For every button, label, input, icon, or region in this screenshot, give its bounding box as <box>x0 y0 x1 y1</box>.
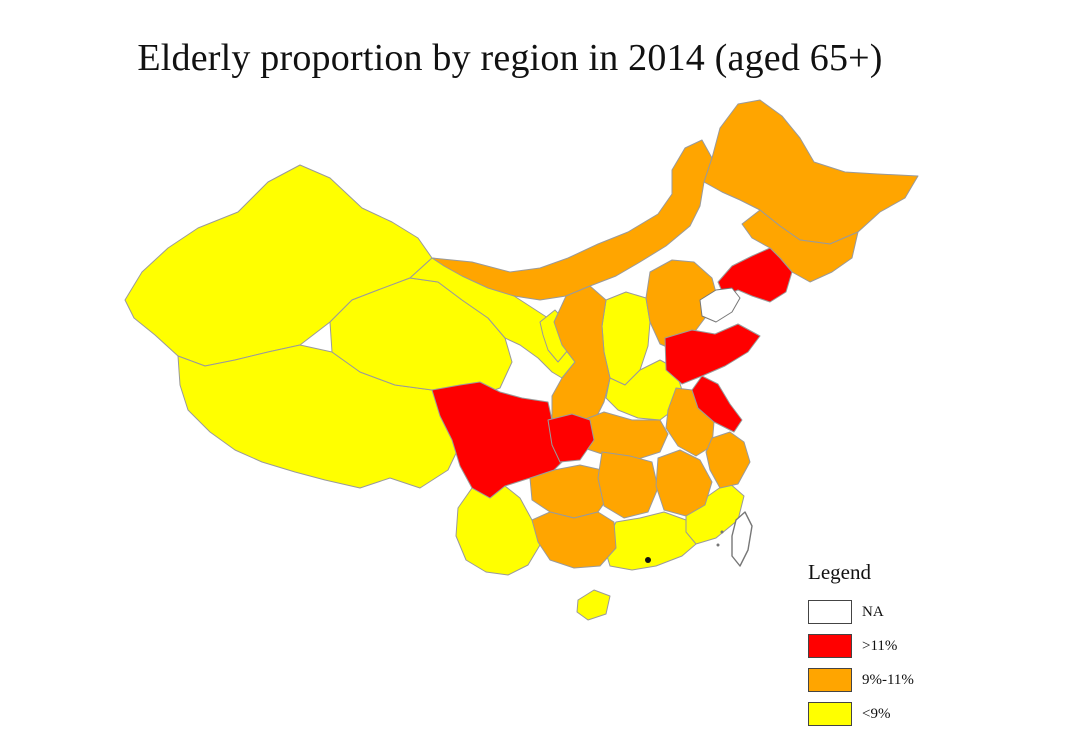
region-zhejiang <box>705 431 751 489</box>
legend-item-mid: 9%-11% <box>808 665 968 695</box>
region-guangxi <box>531 511 617 569</box>
island-mark <box>645 557 651 563</box>
island-mark <box>716 543 720 547</box>
region-hebei <box>645 259 719 351</box>
legend-swatch-na <box>808 600 852 624</box>
legend-swatch-high <box>808 634 852 658</box>
region-hunan <box>597 451 659 519</box>
region-liaoning <box>717 247 793 303</box>
legend-swatch-low <box>808 702 852 726</box>
legend-title: Legend <box>808 560 871 584</box>
legend-swatch-mid <box>808 668 852 692</box>
map-title: Elderly proportion by region in 2014 (ag… <box>137 37 883 79</box>
region-taiwan <box>731 511 753 567</box>
region-heilongjiang <box>703 99 919 245</box>
region-jilin <box>741 209 859 283</box>
region-guangdong <box>603 511 697 571</box>
region-hubei <box>577 411 669 461</box>
bohai-sea <box>699 287 741 323</box>
island-mark <box>720 530 724 534</box>
legend-item-low: <9% <box>808 699 968 729</box>
region-qinghai <box>329 277 513 396</box>
legend-label-na: NA <box>862 603 884 620</box>
region-hainan <box>576 589 611 621</box>
legend: Legend NA >11% 9%-11% <9% <box>808 560 968 733</box>
region-chongqing <box>547 413 595 463</box>
legend-label-low: <9% <box>862 705 891 722</box>
region-jiangxi <box>655 449 713 517</box>
legend-label-high: >11% <box>862 637 898 654</box>
region-yunnan <box>455 485 541 576</box>
region-jiangsu <box>691 375 743 433</box>
region-tibet <box>177 344 461 489</box>
legend-item-na: NA <box>808 597 968 627</box>
region-shandong <box>664 323 761 385</box>
legend-item-high: >11% <box>808 631 968 661</box>
legend-label-mid: 9%-11% <box>862 671 914 688</box>
